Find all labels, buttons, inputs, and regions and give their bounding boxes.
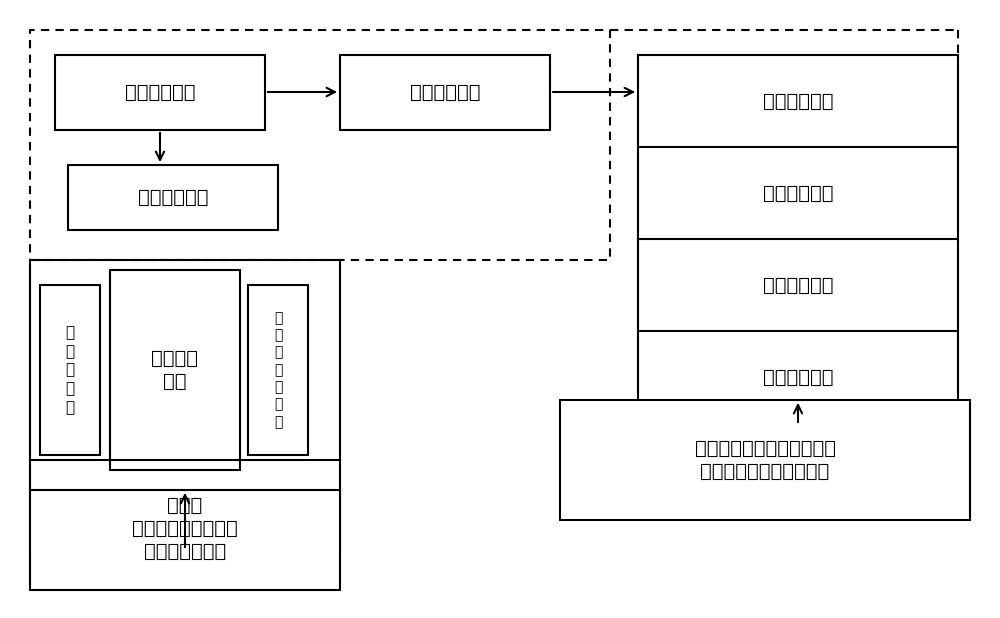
Text: 数据输送模块: 数据输送模块	[125, 83, 195, 102]
Text: 数据存储模块: 数据存储模块	[763, 276, 833, 295]
Bar	[638, 55, 958, 425]
Bar	[40, 285, 100, 455]
Bar	[340, 55, 550, 130]
Bar	[110, 270, 240, 470]
Text: 数据采集
模块: 数据采集 模块	[152, 349, 198, 391]
Text: 数据输出模块: 数据输出模块	[763, 368, 833, 386]
Bar	[30, 490, 340, 590]
Text: 气
体
光
学
传
感
器: 气 体 光 学 传 感 器	[274, 311, 282, 429]
Text: 数据发射模块: 数据发射模块	[138, 188, 208, 207]
Text: 数据分析模块: 数据分析模块	[763, 91, 833, 111]
Text: 无人机: 无人机	[167, 496, 203, 515]
Bar	[248, 285, 308, 455]
Bar	[68, 165, 278, 230]
Text: 高
光
谱
相
机: 高 光 谱 相 机	[65, 325, 75, 415]
Text: 某一地区的大气层气
体环境进行监测: 某一地区的大气层气 体环境进行监测	[132, 519, 238, 561]
Bar	[30, 30, 610, 260]
Bar	[55, 55, 265, 130]
Bar	[560, 400, 970, 520]
Text: 判定大气层环境有害气体是
否处于正常值，是否污染: 判定大气层环境有害气体是 否处于正常值，是否污染	[694, 439, 836, 481]
Bar	[30, 260, 340, 550]
Text: 数据处理模块: 数据处理模块	[763, 184, 833, 203]
Text: 数据接收模块: 数据接收模块	[410, 83, 480, 102]
